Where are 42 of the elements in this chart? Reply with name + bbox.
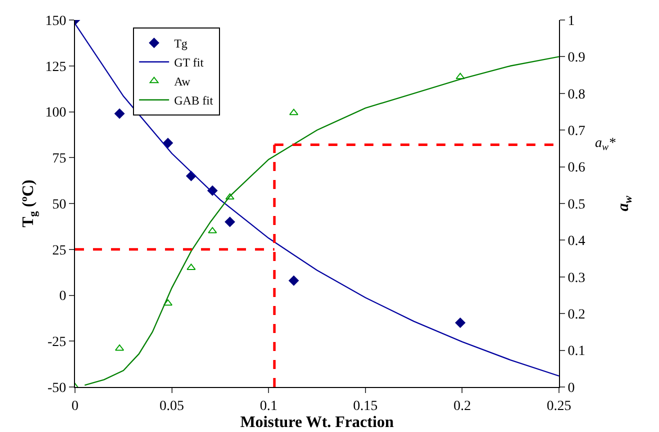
legend-label: Tg bbox=[174, 36, 188, 51]
ref-line-label: a$_{w}$* bbox=[595, 136, 616, 153]
y-tick-label: 25 bbox=[52, 243, 66, 258]
point bbox=[163, 299, 172, 306]
y-tick-label: -25 bbox=[48, 335, 66, 350]
point bbox=[456, 72, 465, 80]
x-tick-label: 0.15 bbox=[353, 398, 378, 414]
y2-tick-label: 0.7 bbox=[568, 124, 586, 139]
y-tick-label: 50 bbox=[52, 197, 66, 212]
y-tick-label: 100 bbox=[45, 106, 66, 121]
legend-label: Aw bbox=[174, 74, 191, 89]
y2-tick-label: 0.6 bbox=[568, 160, 586, 176]
point bbox=[114, 344, 124, 351]
point bbox=[225, 193, 234, 200]
y2-tick-label: 1 bbox=[568, 14, 575, 29]
point bbox=[114, 108, 125, 119]
point bbox=[288, 276, 299, 286]
y2-tick-label: 0.1 bbox=[568, 344, 586, 360]
y-tick-label: 0 bbox=[59, 289, 66, 304]
x-tick-label: 0.1 bbox=[260, 398, 278, 414]
y2-tick-label: 0.9 bbox=[568, 50, 586, 66]
y2-tick-label: 0.4 bbox=[568, 234, 586, 250]
x-tick-label: 0.05 bbox=[160, 398, 184, 414]
point bbox=[224, 216, 235, 227]
y-tick-label: 150 bbox=[45, 14, 66, 29]
x-tick-label: 0 bbox=[72, 398, 78, 414]
y2-tick-label: 0 bbox=[568, 380, 575, 396]
point bbox=[289, 108, 298, 116]
x-axis-title: Moisture Wt. Fraction bbox=[240, 414, 394, 431]
y-tick-label: 125 bbox=[45, 60, 66, 75]
y-tick-label: -50 bbox=[48, 380, 66, 396]
point bbox=[162, 138, 173, 148]
x-tick-label: 0.25 bbox=[546, 398, 572, 414]
y2-tick-label: 0.5 bbox=[568, 197, 586, 212]
point bbox=[455, 318, 466, 328]
y-tick-label: 75 bbox=[52, 152, 66, 167]
y2-tick-label: 0.3 bbox=[568, 270, 586, 286]
legend-label: GT fit bbox=[174, 56, 204, 70]
x-tick-label: 0.2 bbox=[453, 398, 471, 414]
y2-tick-label: 0.8 bbox=[568, 87, 586, 102]
y2-tick-label: 0.2 bbox=[568, 308, 586, 322]
legend-label: GAB fit bbox=[174, 94, 214, 108]
